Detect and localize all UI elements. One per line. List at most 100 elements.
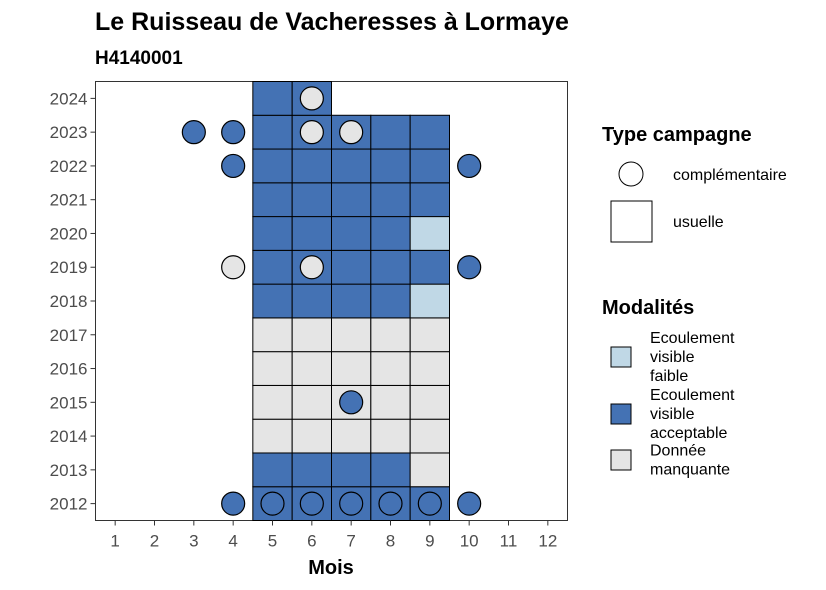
tile-2017-8 <box>370 317 411 353</box>
tile-2020-6 <box>291 216 332 251</box>
tile-2013-9 <box>409 452 450 488</box>
x-tick-label-2: 2 <box>150 532 159 551</box>
tile-2022-5 <box>252 148 293 184</box>
y-tick-label-2023: 2023 <box>50 123 88 142</box>
y-tick-label-2017: 2017 <box>50 326 88 345</box>
tile-2016-6 <box>291 351 332 386</box>
legend-swatch-manquante <box>610 449 632 471</box>
x-tick-label-7: 7 <box>346 532 355 551</box>
y-tick-label-2018: 2018 <box>50 292 88 311</box>
tile-2014-5 <box>252 418 293 454</box>
legend-modalites: Modalités Ecoulement visible faible Ecoulem… <box>602 297 735 479</box>
y-tick-label-2013: 2013 <box>50 461 88 480</box>
y-axis: 2012 2013 2014 2015 2016 2017 2018 2019 2020 2021… <box>50 89 96 514</box>
x-tick-label-5: 5 <box>268 532 277 551</box>
tile-2024-5 <box>252 81 293 116</box>
x-tick-label-3: 3 <box>189 532 198 551</box>
tile-2019-7 <box>331 249 372 285</box>
tile-layer <box>252 81 450 522</box>
tile-2018-5 <box>252 283 293 319</box>
legend-label-faible-2: faible <box>650 368 688 385</box>
tile-2016-9 <box>409 351 450 386</box>
legend-label-faible-1: visible <box>650 349 695 366</box>
point-2022-10 <box>457 153 482 179</box>
x-tick-label-11: 11 <box>500 532 518 551</box>
tile-2019-5 <box>252 249 293 285</box>
tile-2018-8 <box>370 283 411 319</box>
legend-label-faible-0: Ecoulement <box>650 330 735 347</box>
tile-2023-9 <box>409 114 450 150</box>
tile-2021-5 <box>252 182 293 218</box>
legend-label-acceptable-1: visible <box>650 406 695 423</box>
y-tick-label-2014: 2014 <box>50 427 88 446</box>
tile-2019-8 <box>370 249 411 285</box>
legend-label-usuelle: usuelle <box>673 214 724 231</box>
legend-square-swatch <box>610 200 653 243</box>
legend-swatch-acceptable <box>610 403 632 425</box>
x-axis-title: Mois <box>308 557 354 579</box>
tile-2018-6 <box>291 283 332 319</box>
point-2012-5 <box>260 491 285 516</box>
point-2019-6 <box>299 255 324 280</box>
tile-2021-9 <box>409 182 450 218</box>
tile-2021-6 <box>291 182 332 218</box>
tile-2021-7 <box>331 182 372 218</box>
tile-2022-8 <box>370 148 411 184</box>
x-tick-label-8: 8 <box>386 532 395 551</box>
tile-2023-8 <box>370 114 411 150</box>
point-2023-3 <box>181 120 206 145</box>
chart-title: Le Ruisseau de Vacheresses à Lormaye <box>95 8 569 36</box>
legend-type-campagne: Type campagne complémentaire usuelle <box>602 124 787 243</box>
tile-2020-9 <box>409 216 450 251</box>
y-tick-label-2019: 2019 <box>50 258 88 277</box>
tile-2014-9 <box>409 418 450 454</box>
tile-2020-7 <box>331 216 372 251</box>
tile-2019-9 <box>409 249 450 285</box>
tile-2018-9 <box>409 283 450 319</box>
tile-2017-6 <box>291 317 332 353</box>
tile-2016-7 <box>331 351 372 386</box>
y-tick-label-2021: 2021 <box>50 191 88 210</box>
tile-2015-8 <box>370 384 411 420</box>
tile-2021-8 <box>370 182 411 218</box>
x-tick-label-4: 4 <box>228 532 237 551</box>
point-2012-9 <box>417 491 442 516</box>
x-tick-label-6: 6 <box>307 532 316 551</box>
point-2024-6 <box>299 86 324 111</box>
tile-2013-5 <box>252 452 293 488</box>
tile-2015-6 <box>291 384 332 420</box>
legend-circle-swatch <box>618 161 644 187</box>
point-layer <box>181 86 482 516</box>
legend-swatch-faible <box>610 346 632 368</box>
point-2015-7 <box>339 390 364 415</box>
tile-2023-5 <box>252 114 293 150</box>
point-2012-4 <box>221 491 246 516</box>
tile-2014-6 <box>291 418 332 454</box>
x-tick-label-1: 1 <box>110 532 119 551</box>
tile-2017-7 <box>331 317 372 353</box>
tile-2016-5 <box>252 351 293 386</box>
tile-2013-8 <box>370 452 411 488</box>
point-2023-6 <box>299 120 324 145</box>
tile-2013-7 <box>331 452 372 488</box>
tile-2017-5 <box>252 317 293 353</box>
point-2022-4 <box>221 153 246 179</box>
tile-2022-7 <box>331 148 372 184</box>
point-2012-6 <box>299 491 324 516</box>
legend-modalites-title: Modalités <box>602 297 694 319</box>
x-axis: 1 2 3 4 5 6 7 8 9 10 11 12 <box>110 520 557 551</box>
x-tick-label-12: 12 <box>538 532 557 551</box>
tile-2020-5 <box>252 216 293 251</box>
x-tick-label-9: 9 <box>425 532 434 551</box>
point-2023-4 <box>221 120 246 145</box>
y-tick-label-2022: 2022 <box>50 157 88 176</box>
point-2019-4 <box>221 255 246 280</box>
y-tick-label-2016: 2016 <box>50 360 88 379</box>
y-tick-label-2020: 2020 <box>50 224 88 243</box>
tile-2015-9 <box>409 384 450 420</box>
tile-2018-7 <box>331 283 372 319</box>
tile-2022-6 <box>291 148 332 184</box>
tile-2013-6 <box>291 452 332 488</box>
legend-label-manquante-1: manquante <box>650 462 730 479</box>
